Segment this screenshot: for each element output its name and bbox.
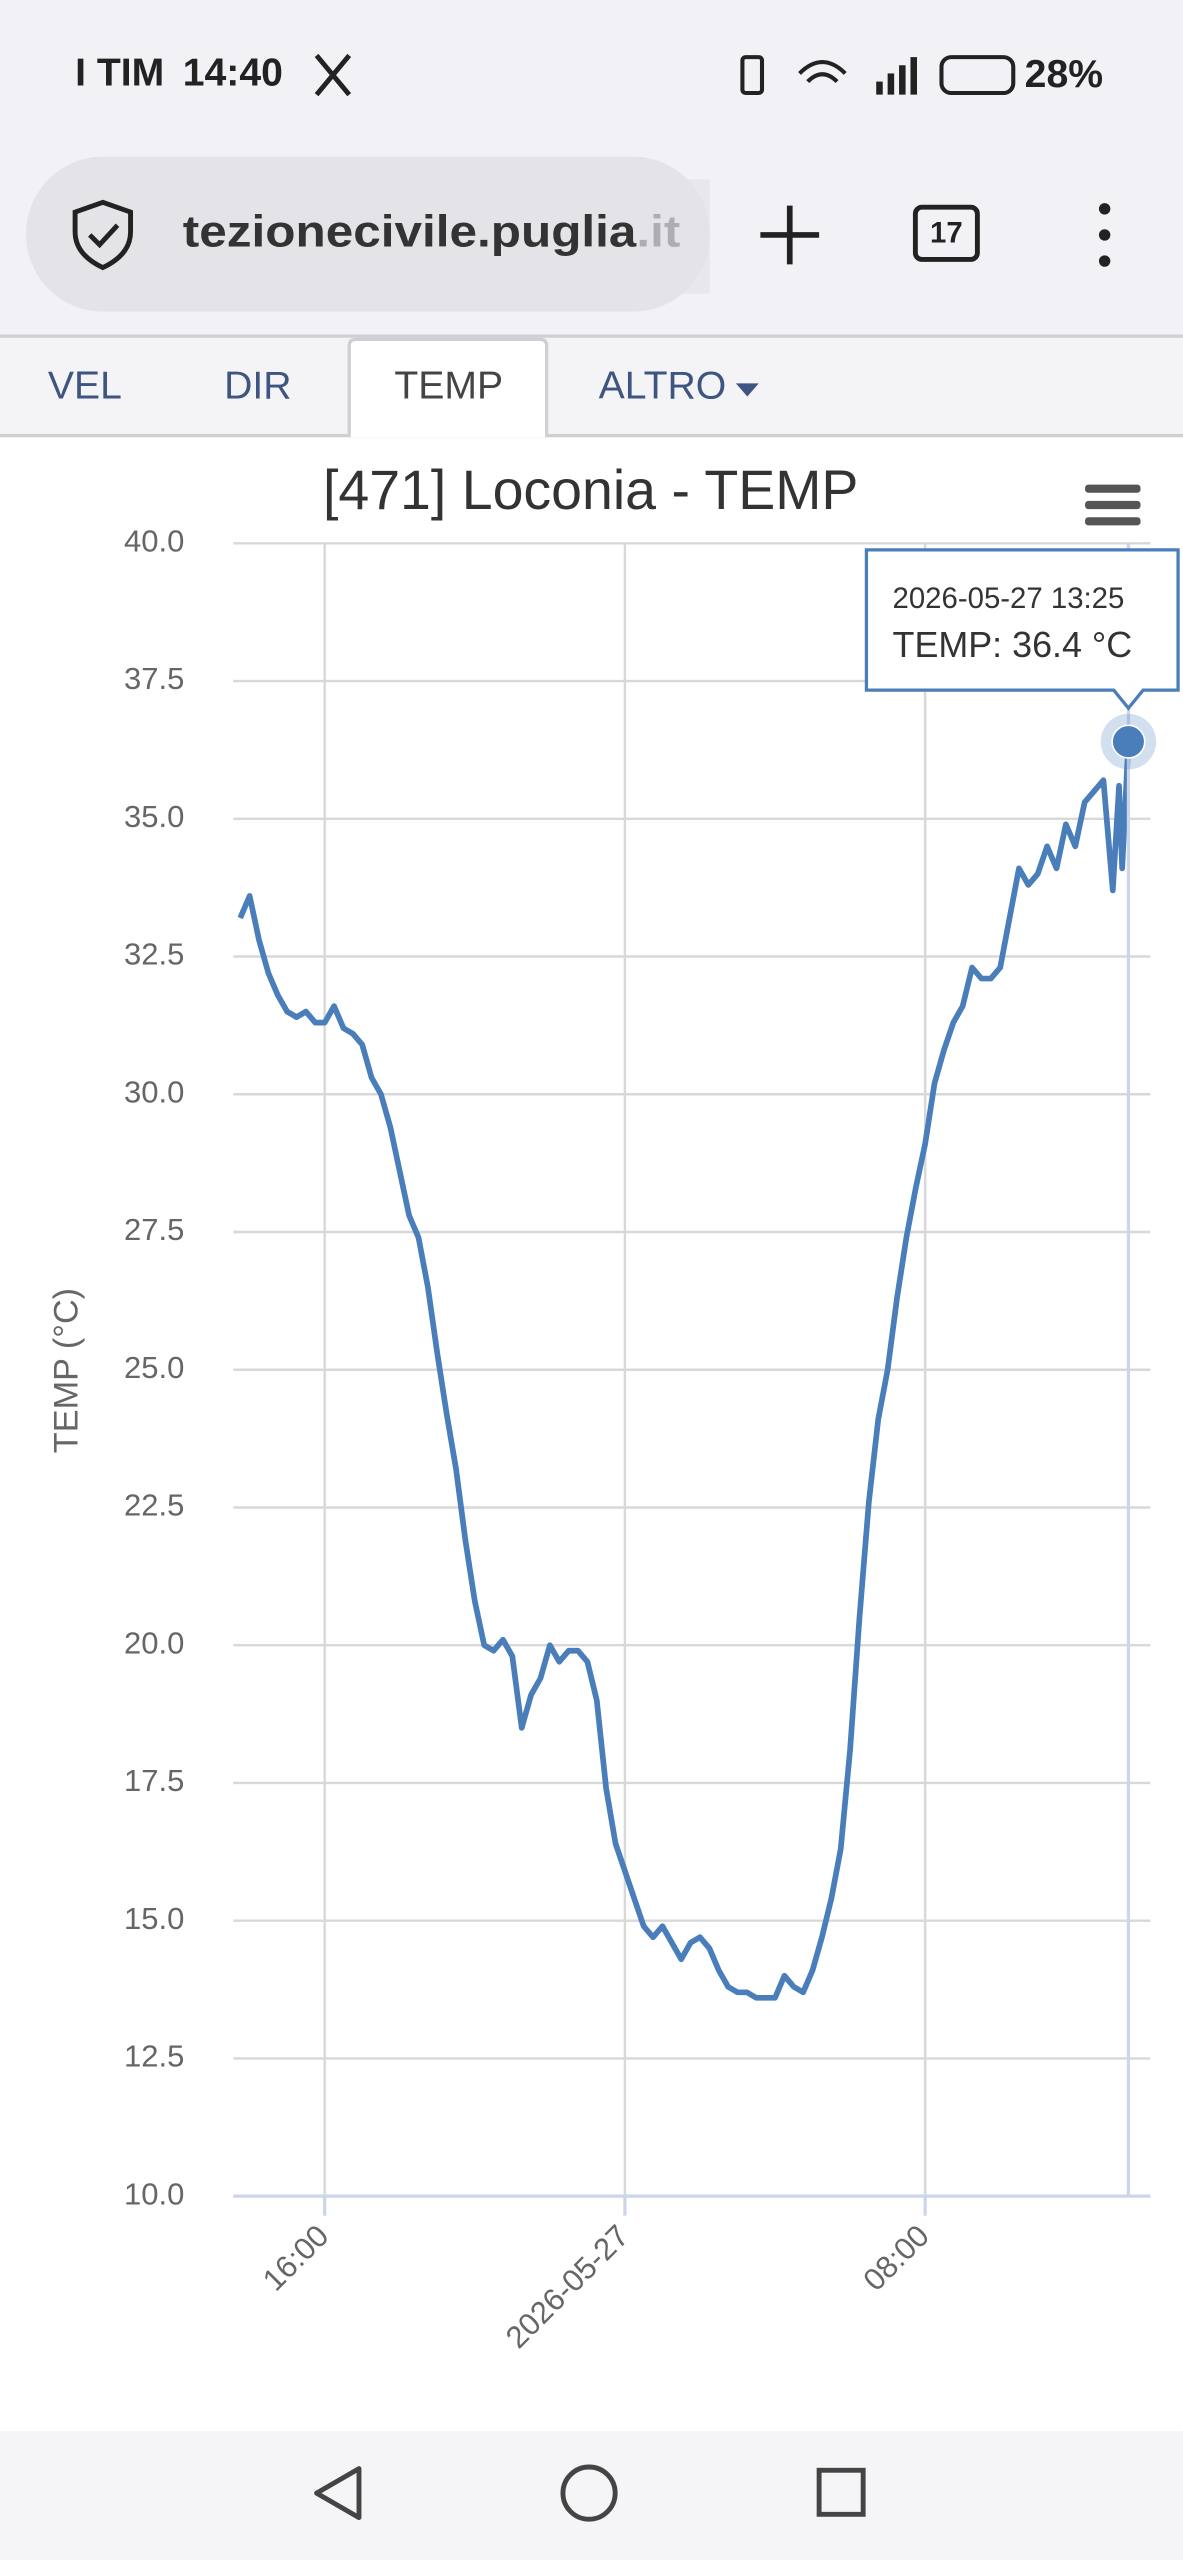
y-tick-label: 27.5 [124,1212,184,1247]
x-tick-label: 2026-05-27 [499,2218,636,2355]
security-icon[interactable] [72,199,134,271]
y-tick-label: 17.5 [124,1763,184,1798]
new-tab[interactable] [760,205,820,265]
chart-title: [471] Loconia - TEMP [323,459,858,521]
tab[interactable]: VEL [48,365,122,408]
nav-bar [0,2431,1183,2560]
chart-menu[interactable] [1085,484,1141,526]
battery-level: 28% [1025,53,1103,96]
url-fade [636,179,710,294]
recents-button[interactable] [816,2467,866,2517]
y-tick-label: 37.5 [124,661,184,696]
y-tick-label: 10.0 [124,2176,184,2211]
tab[interactable]: TEMP [394,365,503,408]
menu-button[interactable] [1098,203,1111,267]
tooltip-header: 2026-05-27 13:25 [893,582,1125,615]
x-tick-label: 08:00 [856,2218,936,2298]
url[interactable]: tezionecivile.puglia.it [183,208,681,257]
clock: 14:40 [183,51,283,94]
y-tick-label: 25.0 [124,1350,184,1385]
signal [876,57,918,95]
url-bar[interactable] [26,156,710,312]
y-tick-label: 15.0 [124,1901,184,1936]
status-icons [740,55,1016,96]
home-button[interactable] [560,2464,618,2522]
tooltip-box [864,548,1180,711]
y-tick-label: 32.5 [124,937,184,972]
carrier: I TIM [75,51,164,94]
y-tick-label: 22.5 [124,1488,184,1523]
dropdown-arrow [735,383,759,397]
x-logo [314,53,352,97]
y-tick-label: 40.0 [124,524,184,559]
line-series [237,741,1132,2001]
tab[interactable]: ALTRO [599,365,727,408]
y-tick-label: 30.0 [124,1074,184,1109]
tab-count[interactable]: 17 [930,217,963,250]
y-axis-label: TEMP (°C) [48,1288,86,1453]
tab-strip [0,336,1183,438]
hover-point [1111,724,1146,759]
active-tab [347,337,549,438]
y-tick-label: 12.5 [124,2039,184,2074]
y-tick-label: 35.0 [124,799,184,834]
y-tick-label: 20.0 [124,1625,184,1660]
tab[interactable]: DIR [224,365,291,408]
tooltip-text: TEMP: 36.4 °C [893,625,1133,665]
x-tick-label: 16:00 [256,2218,336,2298]
tab-switcher[interactable] [912,204,980,262]
back-button[interactable] [314,2466,362,2521]
